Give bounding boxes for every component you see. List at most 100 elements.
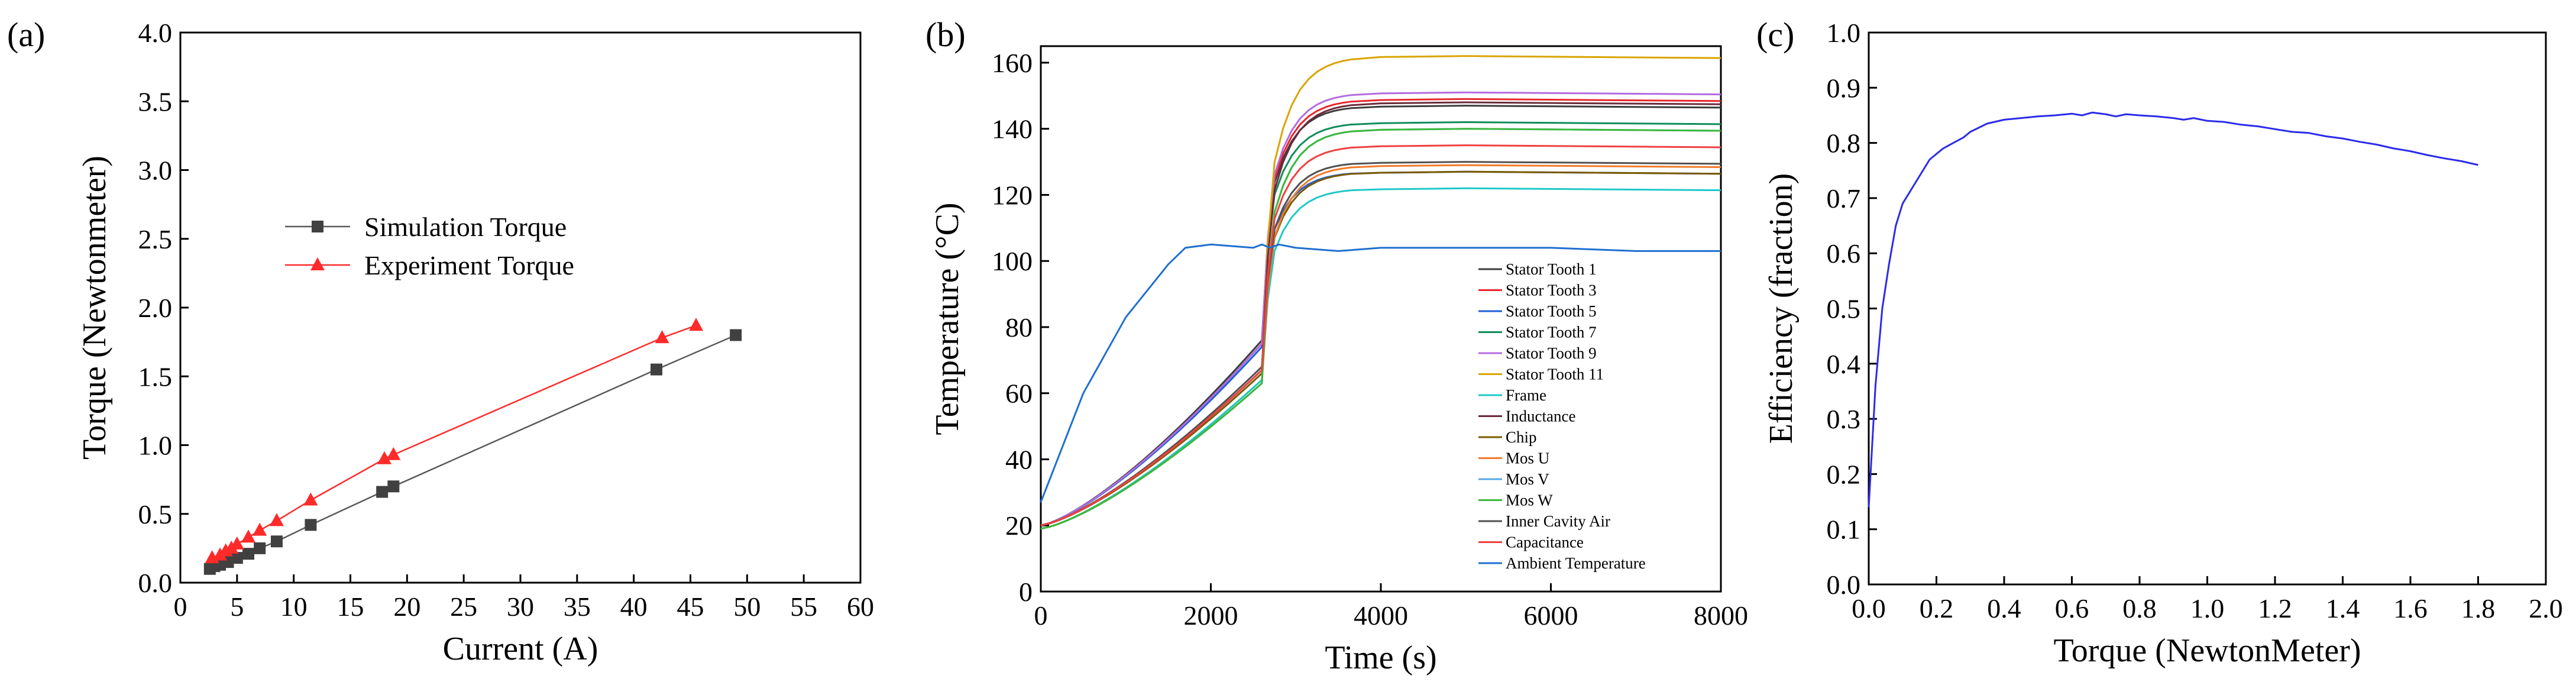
y-tick-label: 60 <box>1005 379 1033 409</box>
x-tick-label: 0 <box>174 592 187 622</box>
x-axis-label: Time (s) <box>1325 639 1436 676</box>
y-tick-label: 0.6 <box>1827 238 1861 269</box>
data-point-square <box>651 363 662 376</box>
panel-label-b: (b) <box>925 15 966 54</box>
data-point-square <box>254 542 266 554</box>
y-tick-label: 0.1 <box>1827 515 1861 545</box>
x-tick-label: 1.0 <box>2190 593 2225 623</box>
legend-label: Mos W <box>1506 492 1553 509</box>
y-tick-label: 1.5 <box>138 361 173 392</box>
y-tick-label: 2.5 <box>138 224 173 254</box>
x-tick-label: 0.0 <box>1852 593 1886 623</box>
y-tick-label: 4.0 <box>138 18 173 48</box>
data-point-triangle <box>689 318 704 331</box>
legend-label: Mos V <box>1506 470 1549 488</box>
legend-marker-triangle <box>310 257 325 270</box>
y-tick-label: 100 <box>992 246 1033 276</box>
x-tick-label: 15 <box>337 592 364 622</box>
series-line-stator-tooth-9 <box>1040 91 1721 526</box>
y-axis-label: Efficiency (fraction) <box>1763 173 1800 444</box>
legend-label: Ambient Temperature <box>1506 554 1646 572</box>
legend-label: Frame <box>1506 386 1546 404</box>
plot-frame <box>179 31 862 584</box>
y-tick-label: 3.0 <box>138 156 173 186</box>
data-point-triangle <box>229 536 244 550</box>
series-simulation <box>203 329 742 575</box>
x-tick-label: 6000 <box>1524 600 1578 631</box>
y-tick-label: 1.0 <box>138 431 173 461</box>
y-tick-label: 0.3 <box>1827 404 1861 434</box>
y-tick-label: 1.0 <box>1827 18 1861 48</box>
series-line-chip <box>1040 170 1721 526</box>
legend: Simulation Torque Experiment Torque <box>285 212 574 280</box>
x-tick-label: 4000 <box>1354 600 1408 631</box>
y-tick-label: 0.9 <box>1827 73 1861 103</box>
x-tick-label: 1.4 <box>2326 593 2360 623</box>
data-point-square <box>730 329 742 341</box>
y-tick-label: 160 <box>992 48 1033 78</box>
x-tick-label: 1.8 <box>2461 593 2496 623</box>
y-tick-label: 0.4 <box>1827 349 1861 379</box>
legend-label: Stator Tooth 9 <box>1506 344 1597 362</box>
data-point-square <box>376 486 389 498</box>
legend-label: Inner Cavity Air <box>1506 512 1610 530</box>
data-point-triangle <box>253 522 267 536</box>
data-point-square <box>231 552 243 564</box>
data-point-triangle <box>377 451 391 464</box>
legend-label: Experiment Torque <box>364 250 574 280</box>
x-tick-label: 10 <box>280 592 308 622</box>
data-point-triangle <box>241 529 255 543</box>
chart-b-temperature-vs-time: 0 2000 4000 6000 8000 0 20 40 60 80 100 120 140 160 Ti… <box>929 45 1748 676</box>
x-tick-label: 40 <box>620 592 648 622</box>
x-tick-label: 0.2 <box>1920 593 1954 623</box>
y-tick-label: 80 <box>1005 312 1033 342</box>
series-line-ambient-temperature <box>1040 243 1721 503</box>
legend-label: Stator Tooth 1 <box>1506 260 1597 278</box>
legend-label: Simulation Torque <box>364 212 567 242</box>
legend-label: Stator Tooth 5 <box>1506 302 1597 320</box>
x-tick-label: 45 <box>677 592 704 622</box>
x-tick-label: 0.6 <box>2055 593 2089 623</box>
x-tick-label: 0.8 <box>2122 593 2157 623</box>
y-tick-label: 120 <box>992 180 1033 210</box>
x-tick-label: 30 <box>507 592 534 622</box>
data-point-triangle <box>269 513 284 526</box>
x-tick-label: 60 <box>847 592 874 622</box>
legend-label: Capacitance <box>1506 534 1584 551</box>
x-tick-label: 5 <box>230 592 244 622</box>
x-axis-label: Torque (NewtonMeter) <box>2053 632 2361 669</box>
y-tick-label: 0.5 <box>138 499 173 529</box>
plot-frame <box>1868 31 2547 586</box>
legend: Stator Tooth 1 Stator Tooth 3 Stator Tooth… <box>1478 260 1646 572</box>
data-point-square <box>270 535 283 548</box>
series-line-efficiency <box>1868 111 2478 508</box>
data-point-triangle <box>655 330 669 344</box>
y-tick-label: 0.5 <box>1827 294 1861 324</box>
panel-label-c: (c) <box>1756 15 1794 54</box>
y-tick-label: 0.2 <box>1827 459 1861 489</box>
series-line-mos-u <box>1040 164 1721 530</box>
x-tick-label: 8000 <box>1694 600 1748 631</box>
legend-label: Mos U <box>1506 450 1549 467</box>
legend-label: Stator Tooth 3 <box>1506 282 1597 299</box>
legend-label: Stator Tooth 11 <box>1506 366 1604 383</box>
y-tick-label: 0.0 <box>1827 570 1861 600</box>
y-tick-label: 2.0 <box>138 293 173 323</box>
x-tick-label: 0.4 <box>1987 593 2021 623</box>
x-tick-label: 1.2 <box>2258 593 2292 623</box>
x-tick-label: 2000 <box>1184 600 1238 631</box>
x-tick-label: 55 <box>790 592 817 622</box>
y-tick-label: 3.5 <box>138 86 173 117</box>
x-tick-label: 1.6 <box>2393 593 2428 623</box>
chart-c-efficiency-vs-torque: 0.0 0.2 0.4 0.6 0.8 1.0 1.2 1.4 1.6 1.8 2.0 0.0 0.1 0… <box>1763 18 2563 669</box>
data-point-square <box>305 519 317 531</box>
legend-label: Stator Tooth 7 <box>1506 324 1597 341</box>
x-axis-label: Current (A) <box>443 631 598 667</box>
plot-frame <box>1040 45 1722 593</box>
y-tick-label: 140 <box>992 114 1033 144</box>
legend-marker-square <box>312 221 323 232</box>
series-line <box>212 325 697 559</box>
x-tick-label: 25 <box>450 592 477 622</box>
y-axis-label: Torque (Newtonmeter) <box>76 156 113 460</box>
